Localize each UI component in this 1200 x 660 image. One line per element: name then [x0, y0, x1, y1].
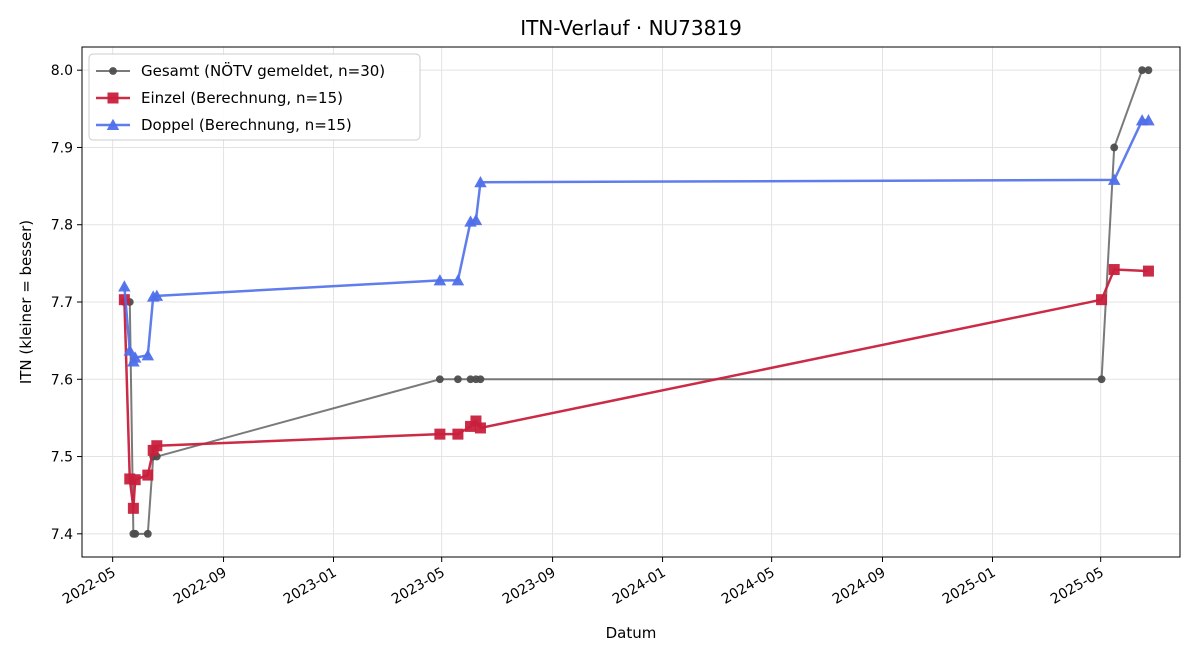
data-point — [1144, 66, 1153, 75]
data-point — [1138, 66, 1147, 75]
data-point — [1142, 114, 1155, 126]
data-point — [123, 344, 137, 356]
data-point — [141, 349, 155, 361]
y-tick-label: 7.8 — [51, 218, 73, 234]
data-point — [470, 415, 482, 427]
y-axis: 7.4 7.5 7.6 7.7 7.8 7.9 8.0 — [51, 63, 82, 543]
data-point — [474, 175, 487, 188]
legend-label: Doppel (Berechnung, n=15) — [141, 116, 352, 134]
legend-label: Einzel (Berechnung, n=15) — [141, 89, 343, 107]
y-tick-label: 7.9 — [51, 140, 73, 156]
data-point — [129, 474, 141, 486]
data-point — [1110, 143, 1119, 152]
data-point — [434, 428, 446, 440]
data-point — [106, 118, 120, 130]
data-point — [466, 375, 475, 384]
data-point — [1097, 375, 1106, 384]
data-point — [433, 274, 447, 286]
y-tick-label: 7.4 — [51, 527, 73, 543]
legend-item-doppel: Doppel (Berechnung, n=15) — [96, 116, 352, 134]
data-point — [118, 280, 131, 292]
y-axis-label: ITN (kleiner = besser) — [17, 220, 35, 384]
legend-label: Gesamt (NÖTV gemeldet, n=30) — [141, 61, 385, 80]
data-point — [435, 375, 444, 384]
data-point — [454, 375, 462, 384]
y-tick-label: 8.0 — [51, 63, 73, 79]
legend: Gesamt (NÖTV gemeldet, n=30) Einzel (Bere… — [88, 53, 421, 141]
data-point — [150, 289, 164, 301]
data-point — [107, 92, 119, 104]
x-axis-label: Datum — [606, 624, 657, 642]
data-point — [1142, 265, 1154, 277]
data-point — [452, 428, 464, 440]
data-point — [1096, 294, 1108, 306]
data-point — [128, 351, 142, 363]
data-point — [476, 375, 485, 384]
data-point — [127, 502, 139, 514]
series-doppel — [118, 114, 1155, 367]
legend-box — [88, 53, 421, 141]
data-point — [474, 422, 486, 434]
data-point — [143, 529, 152, 538]
y-tick-label: 7.6 — [51, 372, 73, 388]
data-point — [151, 440, 163, 452]
data-point — [451, 274, 465, 286]
series-einzel — [118, 264, 1154, 514]
y-tick-label: 7.5 — [51, 450, 73, 466]
data-point — [1108, 264, 1120, 276]
data-point — [1107, 173, 1121, 185]
data-point — [469, 213, 483, 226]
y-tick-label: 7.7 — [51, 295, 73, 311]
data-point — [131, 529, 140, 538]
data-point — [109, 67, 117, 75]
legend-item-gesamt: Gesamt (NÖTV gemeldet, n=30) — [96, 61, 385, 80]
chart-title: ITN-Verlauf · NU73819 — [520, 16, 742, 40]
series-layer — [118, 66, 1155, 538]
data-point — [142, 469, 154, 481]
legend-item-einzel: Einzel (Berechnung, n=15) — [96, 89, 343, 107]
